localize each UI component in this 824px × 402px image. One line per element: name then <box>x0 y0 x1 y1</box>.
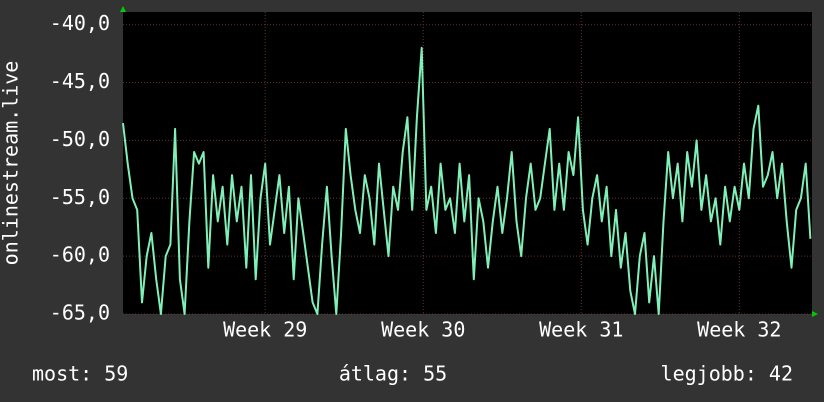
footer-current: most: 59 <box>32 362 128 386</box>
footer-average: átlag: 55 <box>339 362 447 386</box>
y-tick-label: -45,0 <box>50 69 110 93</box>
y-axis-label: onlinestream.live <box>0 61 23 266</box>
y-tick-label: -50,0 <box>50 127 110 151</box>
y-tick-label: -40,0 <box>50 11 110 35</box>
y-tick-label: -55,0 <box>50 185 110 209</box>
x-tick-label: Week 31 <box>539 318 623 342</box>
x-tick-label: Week 30 <box>381 318 465 342</box>
data-line <box>122 46 812 315</box>
y-tick-label: -65,0 <box>50 301 110 325</box>
y-tick-label: -60,0 <box>50 243 110 267</box>
axis-arrow <box>120 6 126 12</box>
x-tick-label: Week 32 <box>697 318 781 342</box>
footer-best: legjobb: 42 <box>661 362 793 386</box>
plot-area <box>123 12 812 314</box>
axis-arrow <box>812 311 818 317</box>
x-tick-label: Week 29 <box>223 318 307 342</box>
